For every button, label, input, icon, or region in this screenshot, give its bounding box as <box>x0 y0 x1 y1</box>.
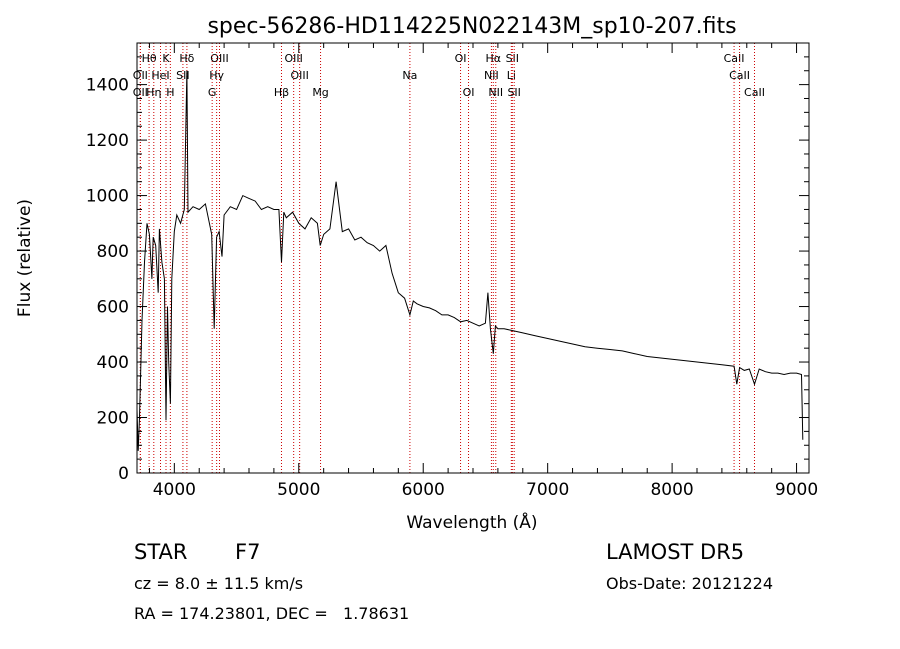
y-tick-label-4: 800 <box>97 242 129 262</box>
marker-label-0: Hθ <box>142 52 157 65</box>
marker-label-15: Mg <box>312 86 328 99</box>
redshift-text: cz = 8.0 ± 11.5 km/s <box>134 574 304 593</box>
x-tick-label-4: 8000 <box>650 480 693 500</box>
y-tick-label-6: 1200 <box>86 131 129 151</box>
chart-title: spec-56286-HD114225N022143M_sp10-207.fit… <box>207 14 736 39</box>
x-tick-label-3: 7000 <box>526 480 569 500</box>
x-tick-label-2: 6000 <box>402 480 445 500</box>
y-tick-label-1: 200 <box>97 409 129 429</box>
survey-label: LAMOST DR5 <box>606 540 745 564</box>
plot-frame <box>136 42 810 474</box>
marker-label-8: Hδ <box>179 52 194 65</box>
y-tick-label-0: 0 <box>118 464 129 484</box>
marker-label-10: Hγ <box>209 69 224 82</box>
object-class: STAR <box>134 540 188 564</box>
marker-label-27: CaII <box>744 86 765 99</box>
y-axis: 0 200 400 600 800 1000 1200 1400 <box>86 56 809 484</box>
spectrum-line <box>136 70 804 451</box>
x-tick-label-1: 5000 <box>277 480 320 500</box>
marker-label-26: CaII <box>729 69 750 82</box>
marker-label-17: OI <box>455 52 467 65</box>
marker-label-7: SII <box>176 69 189 82</box>
object-subclass: F7 <box>235 540 261 564</box>
marker-label-5: K <box>162 52 170 65</box>
marker-label-19: Hα <box>486 52 502 65</box>
marker-label-3: HeI <box>151 69 169 82</box>
x-tick-label-0: 4000 <box>153 480 196 500</box>
y-tick-label-2: 400 <box>97 353 129 373</box>
y-axis-label: Flux (relative) <box>15 199 35 317</box>
marker-label-13: OIII <box>284 52 302 65</box>
obs-date-text: Obs-Date: 20121224 <box>606 574 774 593</box>
y-tick-label-5: 1000 <box>86 187 129 207</box>
marker-label-24: SII <box>507 86 520 99</box>
marker-label-6: H <box>166 86 174 99</box>
x-tick-label-5: 9000 <box>775 480 818 500</box>
marker-label-12: Hβ <box>274 86 289 99</box>
marker-label-21: NII <box>488 86 503 99</box>
marker-label-18: OI <box>463 86 475 99</box>
y-tick-label-3: 600 <box>97 298 129 318</box>
marker-label-14: OIII <box>290 69 308 82</box>
x-axis: 4000 5000 6000 7000 8000 9000 <box>148 43 818 500</box>
marker-label-16: Na <box>402 69 417 82</box>
x-axis-label: Wavelength (Å) <box>406 511 537 533</box>
coords-text: RA = 174.23801, DEC = 1.78631 <box>134 604 410 623</box>
marker-label-9: OIII <box>210 52 228 65</box>
marker-label-4: Hη <box>146 86 161 99</box>
marker-label-20: NII <box>484 69 499 82</box>
marker-label-11: G <box>208 86 217 99</box>
marker-label-22: SII <box>506 52 519 65</box>
y-tick-label-7: 1400 <box>86 76 129 96</box>
marker-label-25: CaII <box>724 52 745 65</box>
marker-label-23: Li <box>507 69 516 82</box>
